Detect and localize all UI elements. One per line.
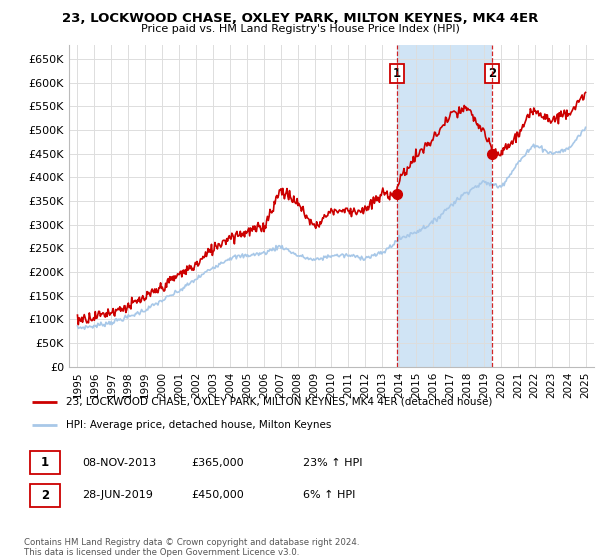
Text: 2: 2 xyxy=(41,489,49,502)
Text: 23% ↑ HPI: 23% ↑ HPI xyxy=(303,458,362,468)
Text: 28-JUN-2019: 28-JUN-2019 xyxy=(83,491,154,501)
Text: 1: 1 xyxy=(392,67,401,80)
Text: Price paid vs. HM Land Registry's House Price Index (HPI): Price paid vs. HM Land Registry's House … xyxy=(140,24,460,34)
Text: HPI: Average price, detached house, Milton Keynes: HPI: Average price, detached house, Milt… xyxy=(66,421,331,431)
Text: 2: 2 xyxy=(488,67,496,80)
Text: Contains HM Land Registry data © Crown copyright and database right 2024.
This d: Contains HM Land Registry data © Crown c… xyxy=(24,538,359,557)
Text: £450,000: £450,000 xyxy=(191,491,244,501)
Text: 1: 1 xyxy=(41,456,49,469)
Text: £365,000: £365,000 xyxy=(191,458,244,468)
Text: 08-NOV-2013: 08-NOV-2013 xyxy=(83,458,157,468)
Text: 23, LOCKWOOD CHASE, OXLEY PARK, MILTON KEYNES, MK4 4ER (detached house): 23, LOCKWOOD CHASE, OXLEY PARK, MILTON K… xyxy=(66,397,492,407)
Bar xyxy=(397,45,493,367)
FancyBboxPatch shape xyxy=(29,451,60,474)
FancyBboxPatch shape xyxy=(29,484,60,507)
Text: 23, LOCKWOOD CHASE, OXLEY PARK, MILTON KEYNES, MK4 4ER: 23, LOCKWOOD CHASE, OXLEY PARK, MILTON K… xyxy=(62,12,538,25)
Text: 6% ↑ HPI: 6% ↑ HPI xyxy=(303,491,355,501)
